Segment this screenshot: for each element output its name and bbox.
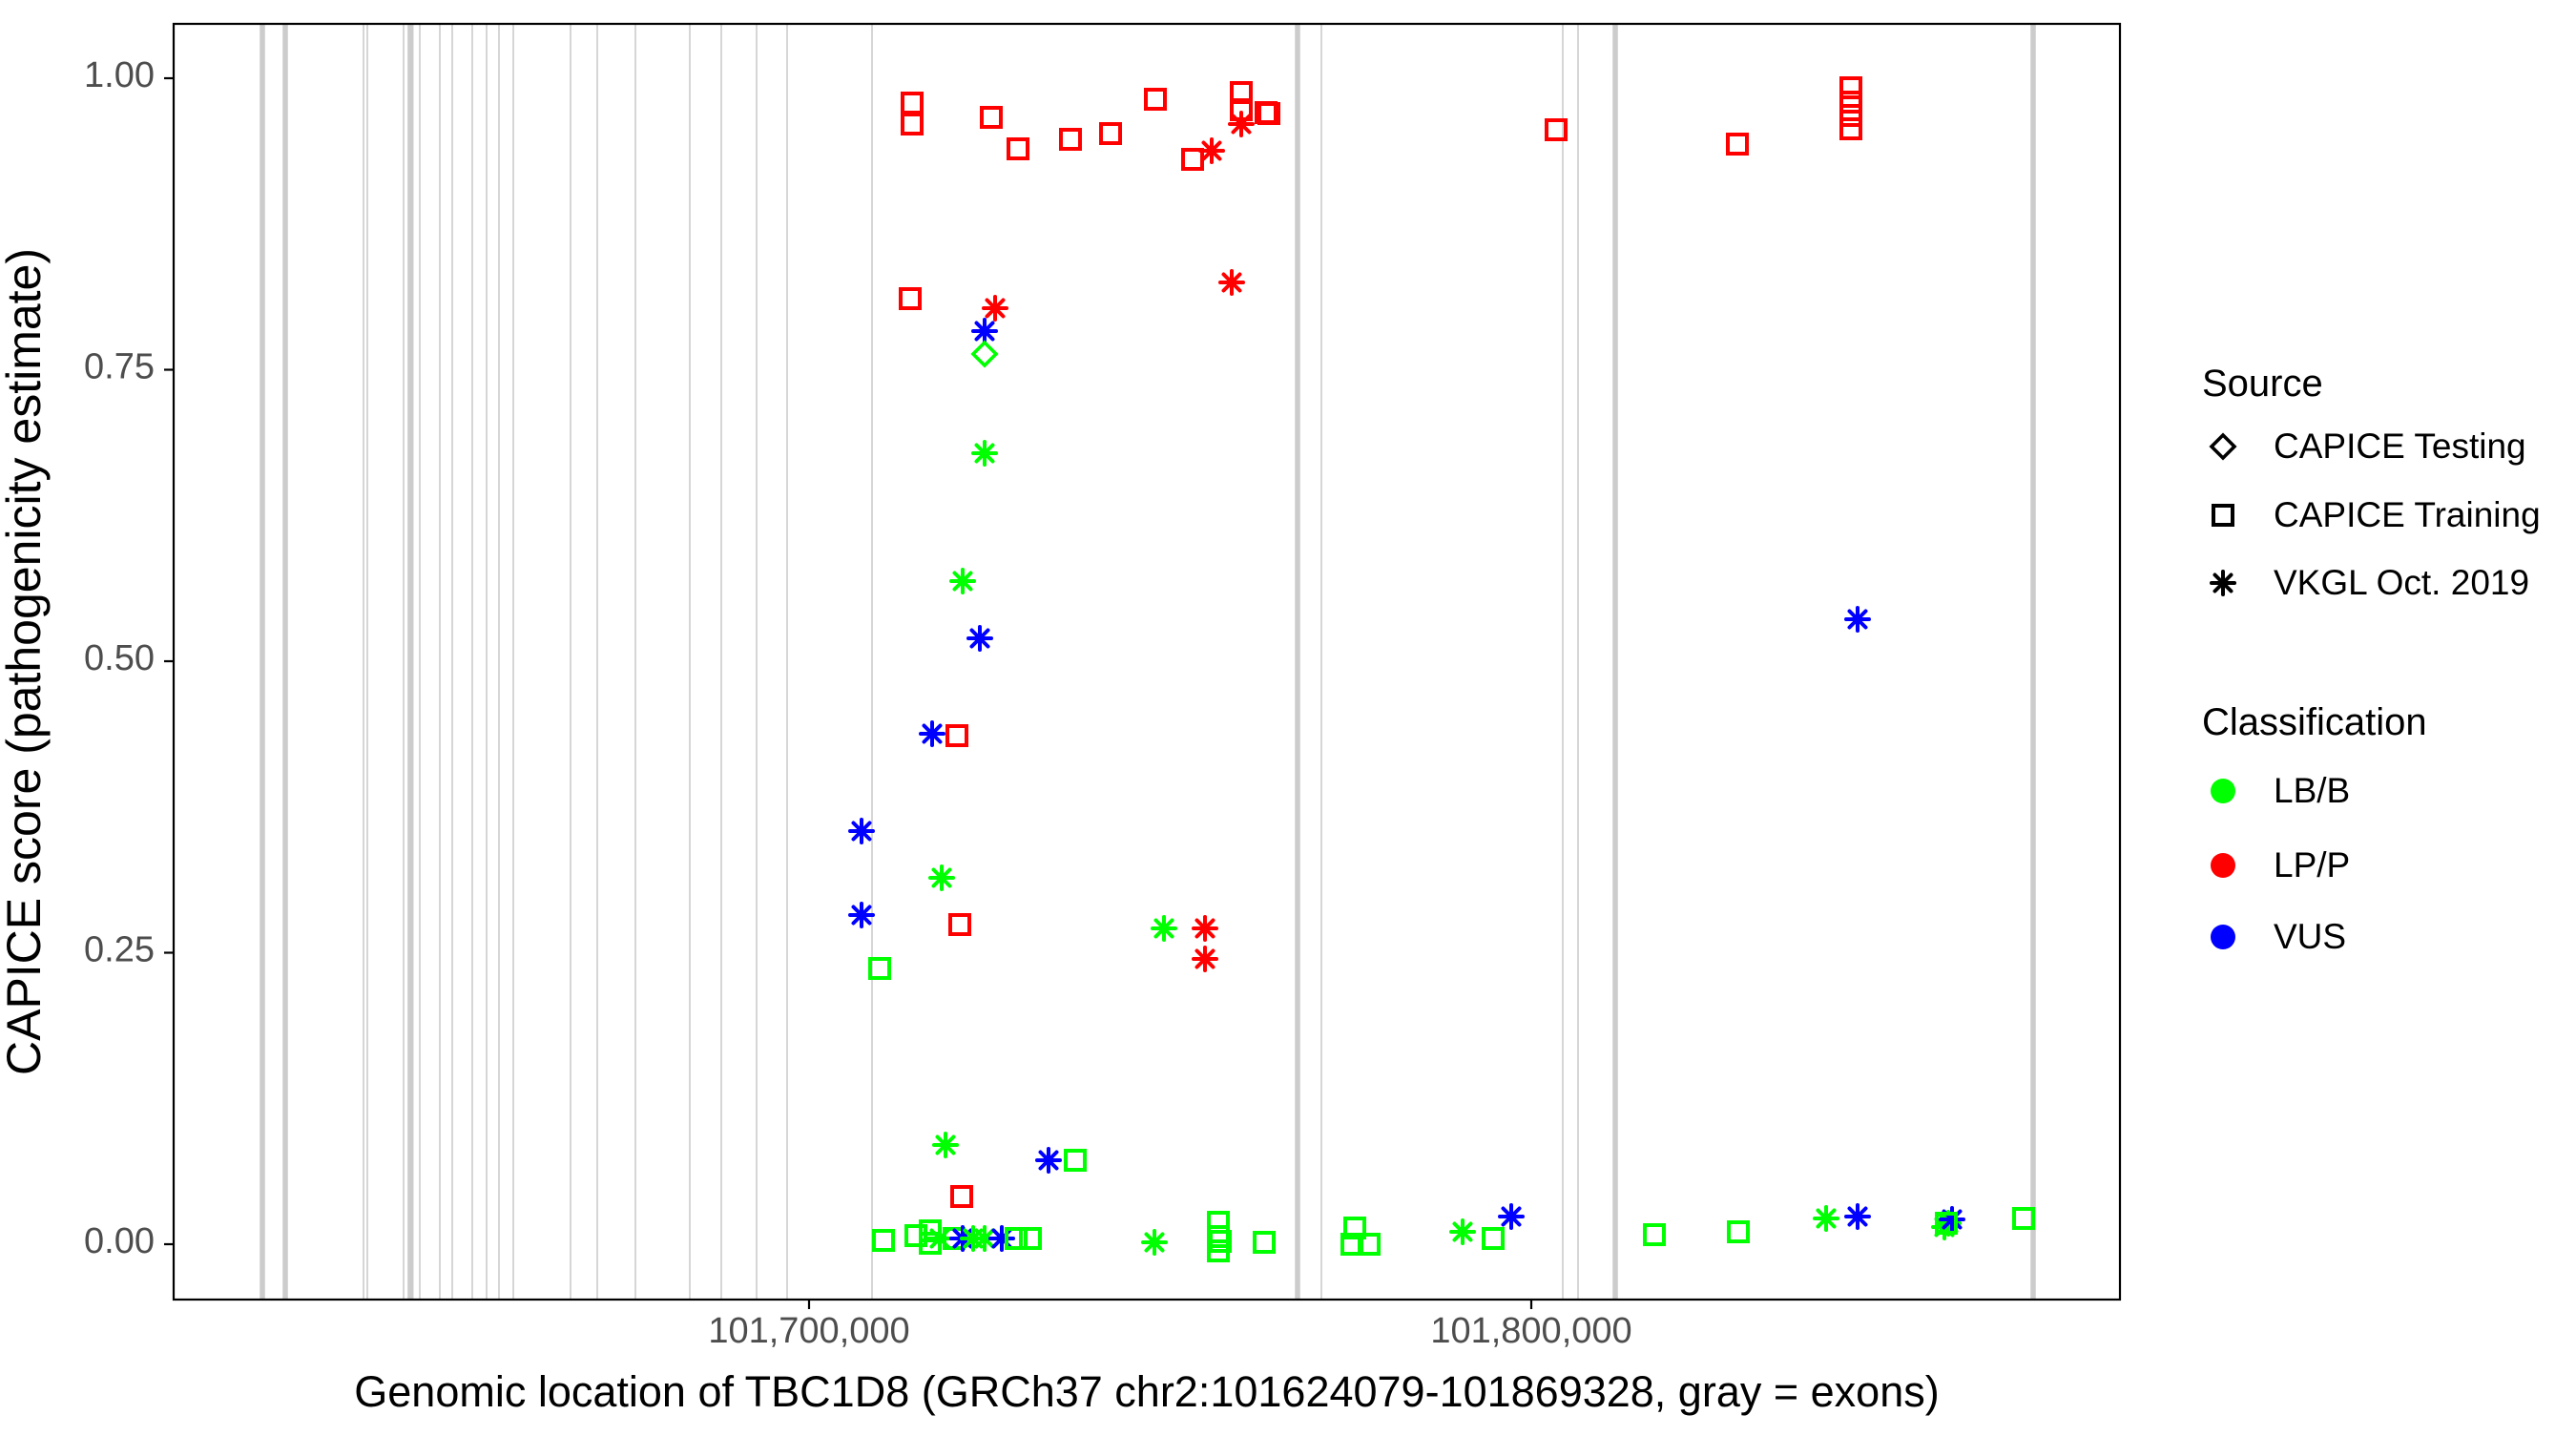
svg-text:LP/P: LP/P <box>2274 845 2350 884</box>
svg-text:VUS: VUS <box>2274 917 2346 956</box>
svg-text:LB/B: LB/B <box>2274 771 2350 810</box>
svg-text:101,700,000: 101,700,000 <box>708 1311 909 1351</box>
svg-text:CAPICE score (pathogenicity es: CAPICE score (pathogenicity estimate) <box>0 248 51 1075</box>
svg-text:0.00: 0.00 <box>84 1221 155 1261</box>
svg-text:VKGL Oct. 2019: VKGL Oct. 2019 <box>2274 563 2529 602</box>
svg-text:Genomic location of TBC1D8 (GR: Genomic location of TBC1D8 (GRCh37 chr2:… <box>354 1367 1939 1416</box>
svg-text:1.00: 1.00 <box>84 55 155 95</box>
svg-text:101,800,000: 101,800,000 <box>1430 1311 1631 1351</box>
svg-text:CAPICE Testing: CAPICE Testing <box>2274 427 2526 466</box>
svg-text:0.50: 0.50 <box>84 638 155 678</box>
svg-text:Source: Source <box>2202 363 2323 405</box>
svg-text:0.25: 0.25 <box>84 930 155 970</box>
svg-text:CAPICE Training: CAPICE Training <box>2274 495 2541 534</box>
svg-text:0.75: 0.75 <box>84 347 155 387</box>
svg-text:Classification: Classification <box>2202 701 2427 743</box>
